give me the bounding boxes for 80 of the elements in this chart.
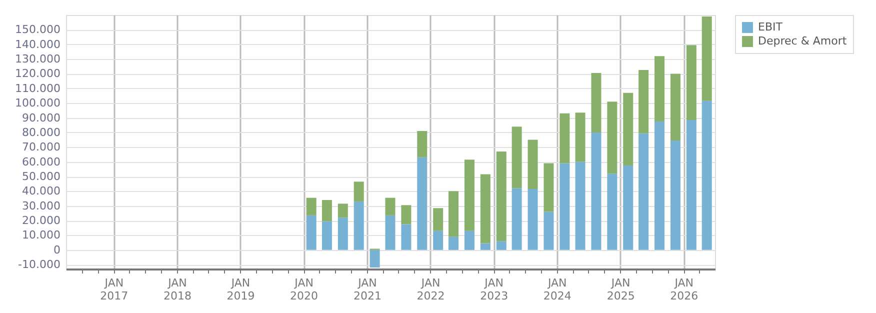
bar <box>354 201 364 250</box>
x-tick-label: JAN 2022 <box>416 276 445 302</box>
bar <box>528 140 538 189</box>
x-tick-label: JAN 2018 <box>163 276 192 302</box>
bar <box>670 74 680 141</box>
bar <box>480 243 490 250</box>
bar <box>575 162 586 250</box>
bar <box>433 230 444 250</box>
bar <box>306 198 316 216</box>
bar <box>401 205 412 224</box>
bar <box>322 200 332 222</box>
bar <box>496 241 506 250</box>
x-tick-label: JAN 2017 <box>100 276 128 302</box>
bar <box>370 250 380 268</box>
x-tick-label: JAN 2020 <box>290 276 318 302</box>
y-tick-label: 0 <box>54 243 60 256</box>
bar <box>464 160 474 231</box>
y-tick-label: 90.000 <box>22 111 60 124</box>
bar <box>623 92 634 166</box>
bar <box>686 120 696 250</box>
bar <box>417 130 428 158</box>
y-tick-label: 140.000 <box>15 38 60 51</box>
y-tick-label: 40.000 <box>22 184 60 198</box>
y-tick-label: 20.000 <box>22 214 60 228</box>
y-tick-label: 70.000 <box>22 140 60 154</box>
bar <box>544 163 554 212</box>
bar <box>338 218 348 250</box>
bar <box>591 72 602 132</box>
bar <box>560 163 570 250</box>
legend-label: EBIT <box>758 20 783 34</box>
bar <box>638 70 649 134</box>
x-tick-label: JAN 2019 <box>226 276 255 302</box>
bar <box>417 157 428 250</box>
bar <box>512 126 522 188</box>
bar <box>638 133 649 250</box>
bar <box>623 165 634 250</box>
bar <box>512 188 522 250</box>
x-tick-label: JAN 2025 <box>606 276 635 302</box>
y-tick-label: 30.000 <box>22 199 60 212</box>
bar <box>464 230 474 250</box>
bar <box>354 182 364 202</box>
x-tick-label: JAN 2024 <box>543 276 572 302</box>
bar <box>654 56 665 122</box>
y-tick-label: 50.000 <box>22 170 60 184</box>
bar <box>575 112 586 162</box>
x-tick-label: JAN 2023 <box>480 276 508 302</box>
bar <box>401 224 412 250</box>
bar <box>448 191 459 237</box>
bar <box>702 100 712 250</box>
bar <box>448 236 459 250</box>
bar <box>702 16 712 101</box>
legend-label: Deprec & Amort <box>758 34 848 48</box>
bar <box>670 140 680 250</box>
y-tick-label: 150.000 <box>15 23 60 36</box>
bar <box>338 204 348 218</box>
bar <box>480 174 490 244</box>
x-tick-label: JAN 2021 <box>354 276 382 302</box>
y-tick-label: 110.000 <box>15 82 60 95</box>
y-tick-label: 80.000 <box>22 126 60 139</box>
bar <box>544 212 554 250</box>
bar <box>560 113 570 164</box>
y-tick-label: -10.000 <box>18 258 60 272</box>
y-tick-label: 120.000 <box>15 67 60 80</box>
bar <box>686 45 696 120</box>
bar <box>322 221 332 250</box>
bar <box>433 208 444 231</box>
bar <box>385 215 396 250</box>
bar <box>385 198 396 216</box>
bar <box>306 215 316 250</box>
bar <box>528 188 538 250</box>
y-tick-label: 10.000 <box>22 228 60 242</box>
bar <box>654 121 665 250</box>
y-tick-label: 130.000 <box>15 52 60 66</box>
bar <box>607 102 618 174</box>
bar <box>591 132 602 250</box>
x-tick-label: JAN 2026 <box>670 276 698 302</box>
y-tick-label: 60.000 <box>22 155 60 168</box>
bar <box>607 174 618 250</box>
bar <box>496 152 506 242</box>
y-tick-label: 100.000 <box>15 96 60 110</box>
